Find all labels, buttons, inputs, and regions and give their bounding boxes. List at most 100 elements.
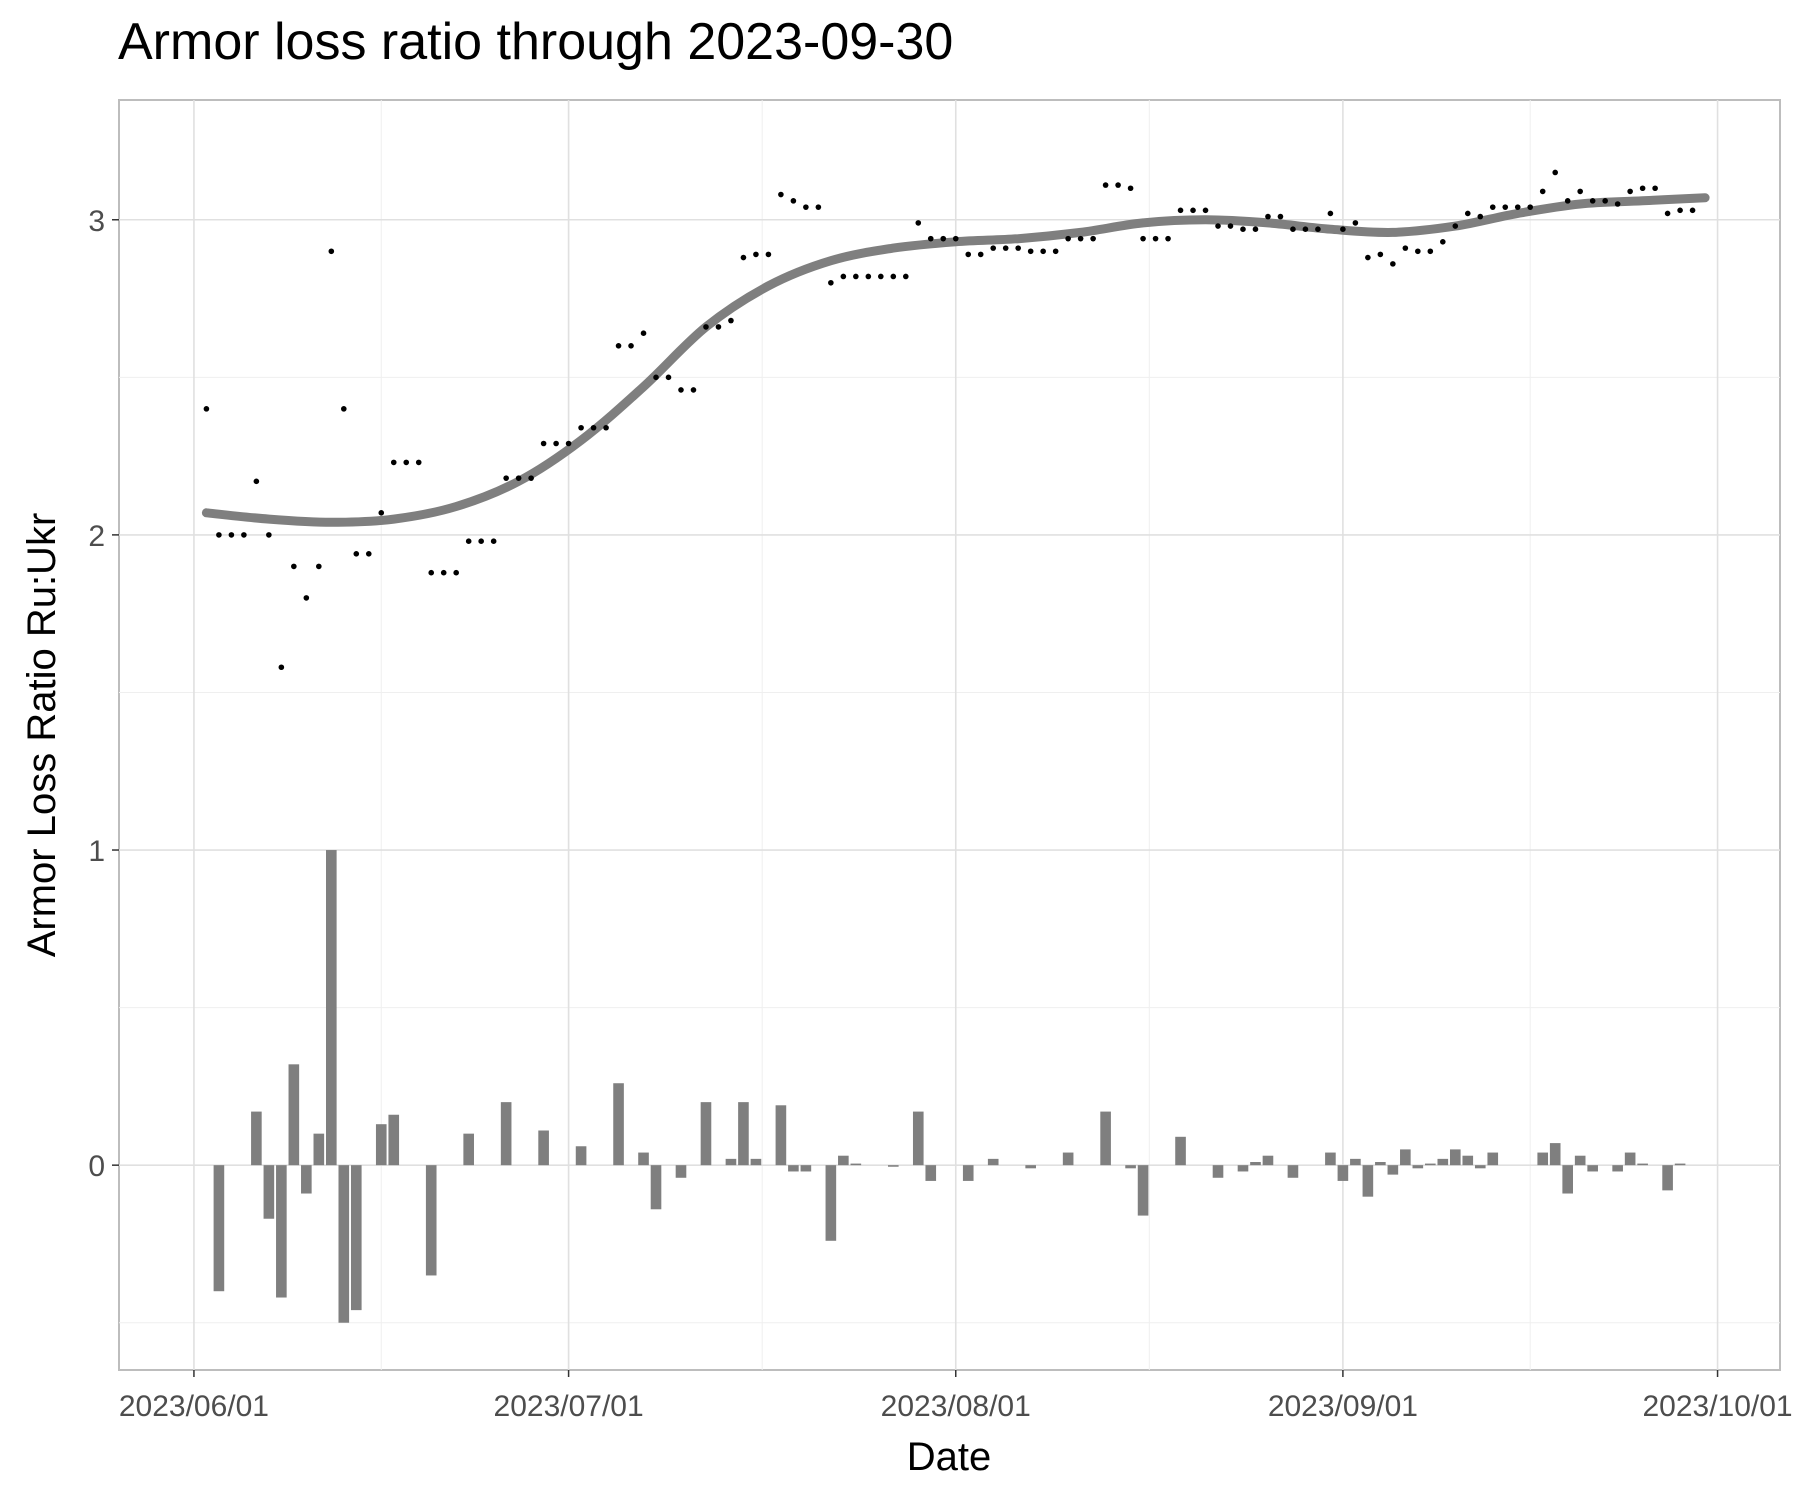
data-point <box>515 475 522 481</box>
data-point <box>927 235 934 242</box>
bar <box>1125 1165 1136 1169</box>
bar <box>213 1165 225 1292</box>
data-point <box>540 440 547 447</box>
x-tick-label: 2023/09/01 <box>1268 1390 1418 1423</box>
bar <box>1375 1162 1386 1166</box>
bar <box>850 1163 862 1166</box>
data-point <box>278 664 285 671</box>
data-point <box>1315 226 1321 233</box>
data-point <box>1240 226 1246 233</box>
data-point <box>1477 213 1484 220</box>
bar <box>1350 1158 1361 1166</box>
bar <box>1474 1165 1486 1169</box>
grid-minor-lines <box>119 100 1780 1370</box>
axis-ticks <box>112 219 1719 1377</box>
data-point <box>665 374 672 381</box>
data-point <box>1614 201 1621 207</box>
data-point <box>390 459 397 466</box>
bar <box>738 1102 749 1166</box>
data-point <box>565 440 572 447</box>
bar <box>313 1133 325 1166</box>
data-point <box>1427 248 1434 255</box>
data-point <box>328 248 335 255</box>
data-point <box>1415 248 1421 255</box>
data-point <box>253 478 260 485</box>
data-point <box>216 532 222 538</box>
data-point <box>590 424 597 431</box>
y-tick-label: 3 <box>88 205 105 238</box>
x-tick-label: 2023/08/01 <box>881 1390 1031 1423</box>
data-point <box>1627 188 1633 195</box>
bar <box>301 1165 312 1194</box>
data-point <box>1052 248 1059 255</box>
bar <box>288 1064 300 1166</box>
data-point <box>503 475 509 481</box>
data-point <box>1352 220 1359 226</box>
data-point <box>715 324 722 330</box>
data-point <box>1190 207 1196 214</box>
data-point <box>740 254 747 261</box>
bar <box>1337 1165 1349 1181</box>
data-point <box>316 563 322 570</box>
bar <box>575 1146 587 1166</box>
bar <box>1487 1152 1499 1166</box>
data-point <box>690 387 697 393</box>
data-point <box>1452 223 1459 229</box>
bar <box>1412 1165 1424 1169</box>
bar <box>962 1165 974 1181</box>
bar <box>675 1165 687 1178</box>
data-point <box>1502 204 1509 210</box>
data-point <box>1302 226 1309 233</box>
data-point <box>728 317 734 324</box>
data-point <box>865 273 872 280</box>
data-point <box>241 532 247 538</box>
data-point <box>1327 210 1334 217</box>
data-point <box>753 251 759 258</box>
data-point <box>453 569 459 576</box>
data-point <box>1027 248 1034 255</box>
bar <box>1425 1163 1436 1166</box>
bar <box>1262 1155 1274 1166</box>
data-point <box>415 459 422 466</box>
bar <box>388 1114 400 1166</box>
data-point <box>803 204 809 210</box>
data-point <box>478 538 484 544</box>
bar <box>463 1133 474 1166</box>
data-point <box>1115 182 1121 188</box>
data-point <box>1265 213 1271 220</box>
data-point <box>628 343 634 349</box>
data-point <box>1090 235 1096 242</box>
data-point <box>828 279 834 286</box>
bar <box>1362 1165 1374 1197</box>
bar <box>987 1158 999 1166</box>
bar <box>925 1165 937 1181</box>
bar <box>638 1152 649 1166</box>
data-point <box>266 532 272 538</box>
data-point <box>1664 210 1671 217</box>
bar <box>887 1165 899 1167</box>
bar <box>1549 1143 1561 1166</box>
data-point <box>1514 204 1521 210</box>
data-point <box>1652 185 1658 192</box>
data-point <box>1065 235 1071 242</box>
bar <box>650 1165 662 1210</box>
data-point <box>378 510 385 516</box>
data-point <box>1577 188 1583 195</box>
y-tick-label: 1 <box>88 835 105 868</box>
data-point <box>340 406 347 412</box>
bar <box>1400 1149 1411 1166</box>
data-point <box>1102 182 1109 188</box>
data-point <box>615 343 622 349</box>
data-point <box>1589 198 1596 204</box>
data-point <box>1252 226 1259 233</box>
bar <box>613 1083 624 1166</box>
bar <box>1212 1165 1224 1178</box>
data-point <box>1127 185 1134 192</box>
bar <box>775 1105 787 1166</box>
x-tick-label: 2023/10/01 <box>1642 1390 1792 1423</box>
bar <box>750 1158 762 1166</box>
chart-title: Armor loss ratio through 2023-09-30 <box>118 13 954 71</box>
data-point <box>853 273 859 280</box>
data-point <box>353 550 360 557</box>
